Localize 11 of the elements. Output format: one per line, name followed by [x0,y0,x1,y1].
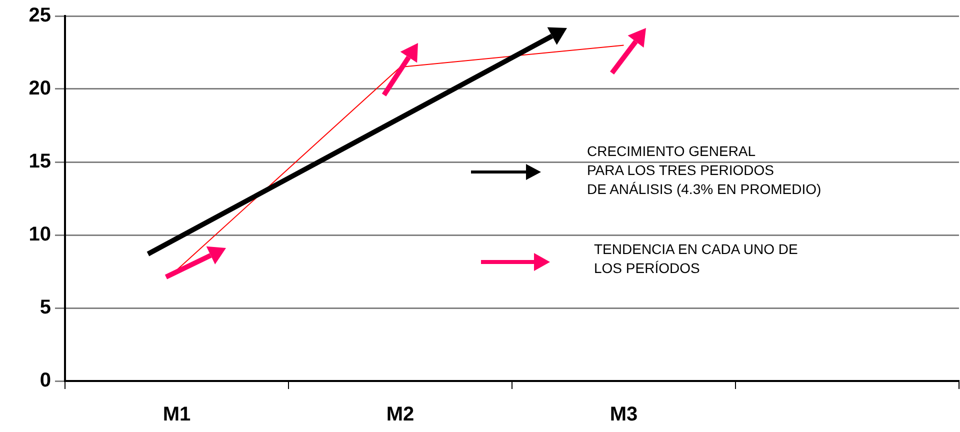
y-tick-label: 0 [40,370,51,392]
annotation: TENDENCIA EN CADA UNO DE LOS PERÍODOS [594,240,798,278]
y-tick-label: 15 [28,150,51,173]
y-tick-label: 5 [40,296,51,319]
annotation: CRECIMIENTO GENERAL PARA LOS TRES PERIODOS DE ANÁLISIS (4.3% EN PROMEDIO) [587,142,822,199]
x-tick-label: M1 [162,404,191,426]
y-tick-label: 25 [28,4,51,27]
x-tick-label: M3 [610,404,638,426]
x-tick-label: M2 [386,404,414,426]
y-tick-label: 10 [28,224,51,246]
y-tick-label: 20 [28,78,51,100]
